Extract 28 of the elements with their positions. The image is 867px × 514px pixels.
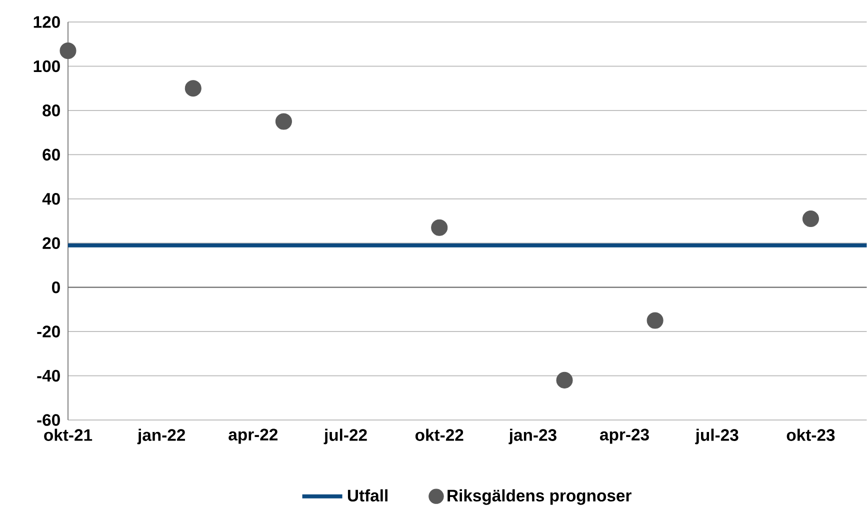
x-tick-label: okt-21 xyxy=(44,428,92,441)
y-tick-label: 80 xyxy=(42,104,60,116)
x-tick-label: jul-23 xyxy=(695,428,738,444)
point xyxy=(802,210,819,228)
x-tick-label: apr-23 xyxy=(600,428,649,444)
y-tick-label: 100 xyxy=(34,60,60,72)
point xyxy=(646,312,664,329)
y-tick-label: 40 xyxy=(42,193,60,205)
y-tick-label: -20 xyxy=(37,326,60,338)
x-tick-label: jan-22 xyxy=(137,428,186,444)
point xyxy=(60,42,76,60)
x-tick-label: jul-22 xyxy=(324,428,367,444)
y-tick-label: 60 xyxy=(42,148,60,161)
x-tick-label: okt-23 xyxy=(786,428,835,441)
x-tick-label: jan-23 xyxy=(508,428,556,444)
point xyxy=(556,372,573,388)
y-tick-label: -40 xyxy=(37,370,60,382)
y-tick-label: -60 xyxy=(37,414,60,426)
y-tick-label: 0 xyxy=(52,281,60,294)
legend-label: Utfall xyxy=(348,489,388,502)
point xyxy=(184,80,202,97)
y-tick-label: 120 xyxy=(34,16,60,28)
point xyxy=(431,219,448,236)
y-tick-label: 20 xyxy=(42,237,60,250)
x-tick-label: apr-22 xyxy=(228,428,278,444)
x-tick-label: okt-22 xyxy=(415,428,464,441)
point xyxy=(275,113,292,130)
legend-label: Riksgäldens prognoser xyxy=(448,489,632,505)
